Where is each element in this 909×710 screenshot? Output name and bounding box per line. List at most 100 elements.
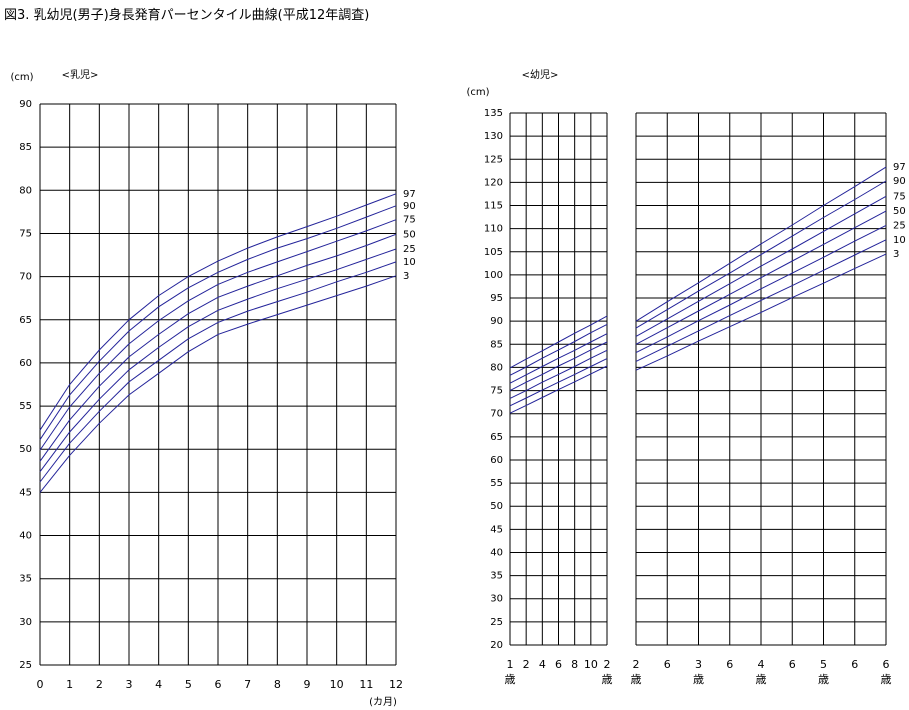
page-title: 図3. 乳幼児(男子)身長発育パーセンタイル曲線(平成12年調査) bbox=[4, 8, 370, 23]
percentile-line bbox=[509, 365, 608, 414]
subtitle: <幼児> bbox=[522, 68, 559, 81]
y-tick-label: 30 bbox=[19, 617, 32, 628]
y-tick-label: 115 bbox=[484, 201, 503, 212]
y-axis-label: (cm) bbox=[10, 72, 33, 83]
y-axis-label: (cm) bbox=[466, 87, 489, 98]
percentile-line bbox=[39, 261, 397, 483]
x-tick-label: 6 bbox=[214, 678, 222, 691]
x-tick-label: 5 bbox=[184, 678, 192, 691]
x-tick-label: 11 bbox=[359, 678, 374, 691]
series-label: 10 bbox=[893, 235, 906, 246]
x-tick-label: 3 bbox=[125, 678, 133, 691]
y-tick-label: 75 bbox=[19, 228, 32, 239]
series-label: 97 bbox=[893, 162, 906, 173]
y-tick-label: 50 bbox=[19, 444, 32, 455]
percentile-line bbox=[39, 219, 397, 451]
x-tick-label: 9 bbox=[303, 678, 311, 691]
percentile-line bbox=[39, 205, 397, 440]
x-tick-label: 6 bbox=[555, 658, 562, 671]
x-tick-label: 8 bbox=[571, 658, 579, 671]
percentile-line bbox=[635, 180, 887, 329]
x-tick-label: 5 歳 bbox=[818, 658, 829, 686]
x-tick-label: 4 bbox=[155, 678, 163, 691]
x-tick-label: 2 歳 bbox=[601, 658, 613, 686]
x-axis-label: (カ月) bbox=[369, 696, 397, 708]
x-tick-label: 6 bbox=[851, 658, 859, 671]
x-tick-label: 4 歳 bbox=[755, 658, 767, 686]
y-tick-label: 40 bbox=[19, 531, 32, 542]
y-tick-label: 55 bbox=[19, 401, 32, 412]
percentile-line bbox=[39, 275, 397, 493]
y-tick-label: 110 bbox=[484, 224, 503, 235]
x-tick-label: 12 bbox=[389, 678, 403, 691]
percentile-line bbox=[39, 233, 397, 462]
x-tick-label: 4 bbox=[538, 658, 546, 671]
y-tick-label: 70 bbox=[19, 272, 32, 283]
x-tick-label: 10 bbox=[583, 658, 598, 671]
percentile-line bbox=[635, 210, 887, 345]
x-tick-label: 8 bbox=[273, 678, 281, 691]
percentile-line bbox=[509, 333, 608, 384]
percentile-line bbox=[509, 315, 608, 369]
y-tick-label: 55 bbox=[490, 478, 503, 489]
y-tick-label: 90 bbox=[490, 316, 503, 327]
series-label: 90 bbox=[403, 201, 416, 212]
series-label: 3 bbox=[403, 271, 409, 282]
percentile-line bbox=[635, 166, 887, 322]
x-tick-label: 0 bbox=[36, 678, 44, 691]
y-tick-label: 25 bbox=[490, 617, 503, 628]
series-label: 75 bbox=[403, 215, 416, 226]
series-label: 10 bbox=[403, 257, 416, 268]
subtitle: <乳児> bbox=[62, 68, 99, 81]
x-tick-label: 1 bbox=[66, 678, 74, 691]
x-tick-label: 1 歳 bbox=[504, 658, 516, 686]
y-tick-label: 40 bbox=[490, 547, 503, 558]
y-tick-label: 70 bbox=[490, 409, 503, 420]
series-label: 90 bbox=[893, 176, 906, 187]
x-tick-label: 2 bbox=[522, 658, 530, 671]
y-tick-label: 20 bbox=[490, 640, 503, 651]
y-tick-label: 50 bbox=[490, 501, 503, 512]
x-tick-label: 2 bbox=[95, 678, 103, 691]
percentile-line bbox=[635, 239, 887, 362]
x-tick-label: 3 歳 bbox=[693, 658, 704, 686]
series-label: 25 bbox=[403, 244, 416, 255]
y-tick-label: 85 bbox=[19, 142, 32, 153]
y-tick-label: 125 bbox=[484, 154, 503, 165]
percentile-line bbox=[509, 341, 608, 392]
y-tick-label: 85 bbox=[490, 339, 503, 350]
percentile-line bbox=[635, 224, 887, 354]
y-tick-label: 90 bbox=[19, 99, 32, 110]
y-tick-label: 60 bbox=[490, 455, 503, 466]
y-tick-label: 65 bbox=[490, 432, 503, 443]
y-tick-label: 75 bbox=[490, 386, 503, 397]
y-tick-label: 45 bbox=[490, 524, 503, 535]
y-tick-label: 120 bbox=[484, 177, 503, 188]
x-tick-label: 6 歳 bbox=[880, 658, 892, 686]
percentile-line bbox=[39, 193, 397, 431]
percentile-line bbox=[509, 323, 608, 376]
y-tick-label: 35 bbox=[490, 571, 503, 582]
x-tick-label: 7 bbox=[244, 678, 252, 691]
percentile-line bbox=[39, 248, 397, 472]
x-tick-label: 6 bbox=[726, 658, 734, 671]
percentile-line bbox=[635, 195, 887, 337]
y-tick-label: 25 bbox=[19, 660, 32, 671]
series-label: 97 bbox=[403, 189, 416, 200]
y-tick-label: 130 bbox=[484, 131, 503, 142]
x-tick-label: 6 bbox=[663, 658, 671, 671]
series-label: 3 bbox=[893, 249, 899, 260]
x-tick-label: 10 bbox=[329, 678, 344, 691]
y-tick-label: 60 bbox=[19, 358, 32, 369]
x-tick-label: 6 bbox=[788, 658, 796, 671]
percentile-line bbox=[509, 349, 608, 399]
y-tick-label: 95 bbox=[490, 293, 503, 304]
series-label: 75 bbox=[893, 191, 906, 202]
y-tick-label: 30 bbox=[490, 594, 503, 605]
y-tick-label: 35 bbox=[19, 574, 32, 585]
y-tick-label: 100 bbox=[484, 270, 503, 281]
x-tick-label: 2 歳 bbox=[630, 658, 642, 686]
y-tick-label: 135 bbox=[484, 108, 503, 119]
